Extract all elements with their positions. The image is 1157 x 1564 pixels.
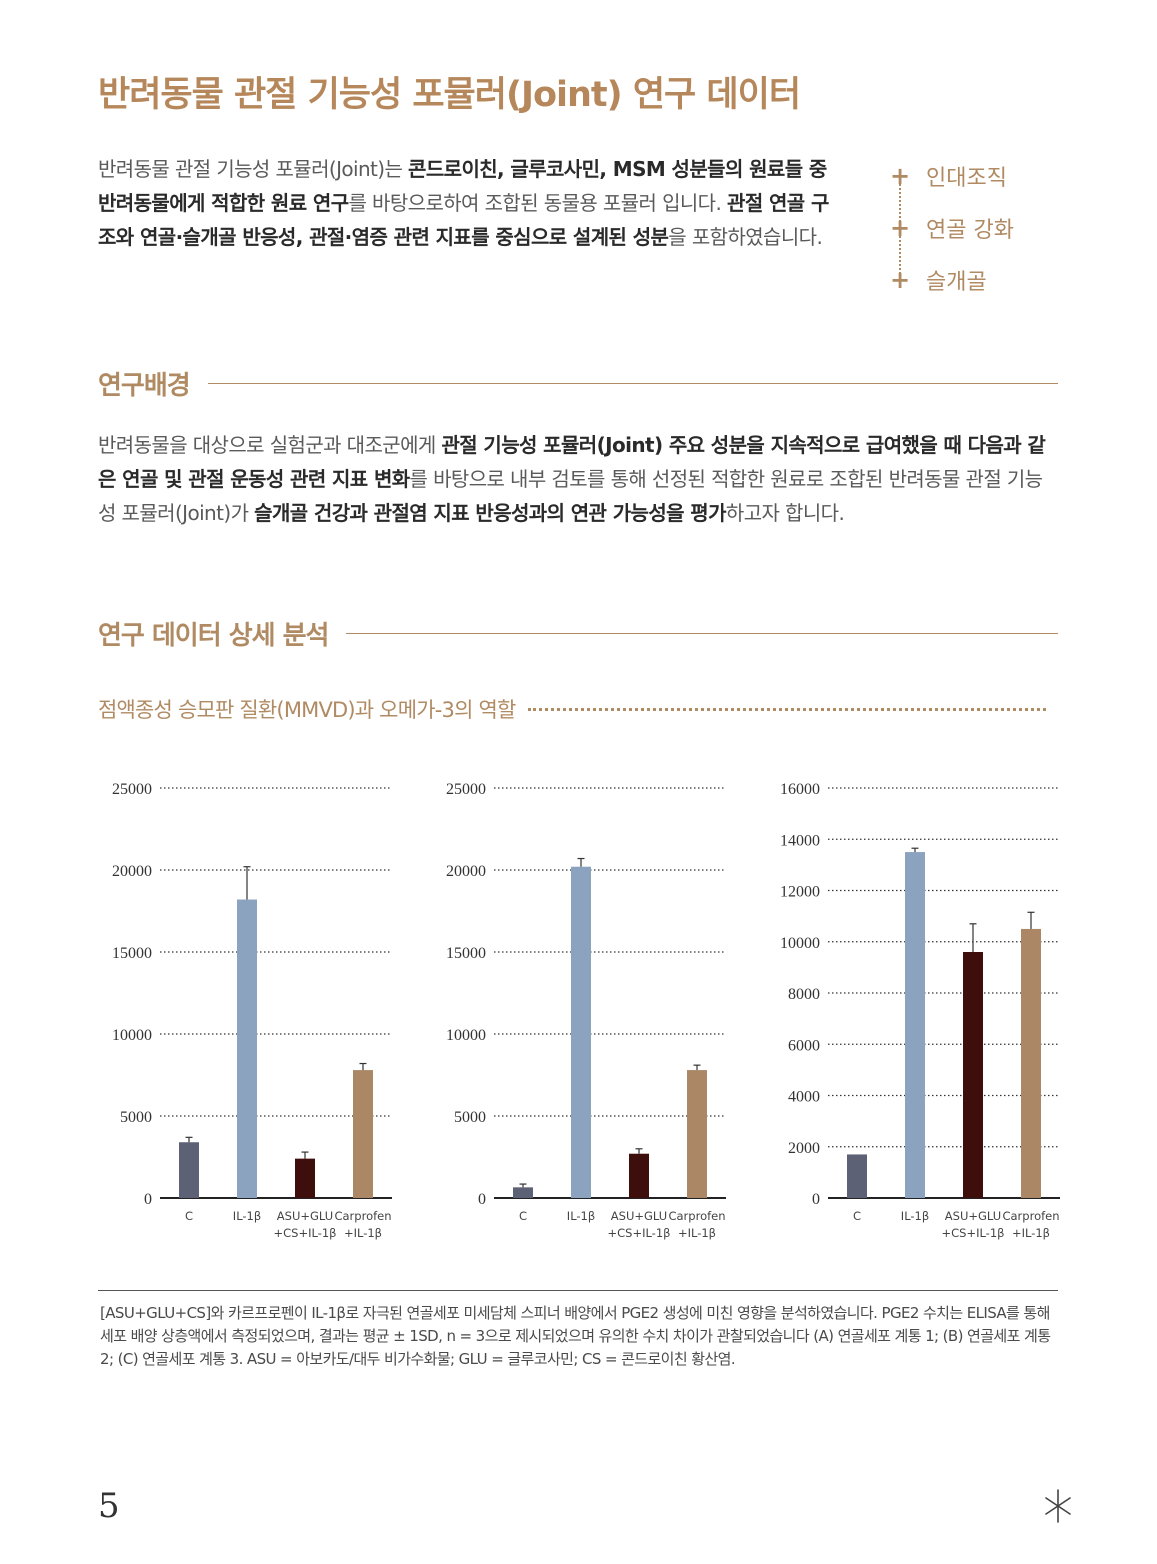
- bar: [179, 1142, 199, 1198]
- x-tick-label: +IL-1β: [1012, 1226, 1050, 1240]
- intro-text-3: 을 포함하였습니다.: [668, 225, 823, 249]
- x-tick-label: +IL-1β: [678, 1226, 716, 1240]
- bar: [1021, 928, 1041, 1198]
- background-bold-2: 슬개골 건강과 관절염 지표 반응성과의 연관 가능성을 평가: [254, 501, 726, 525]
- page-title: 반려동물 관절 기능성 포뮬러(Joint) 연구 데이터: [98, 75, 801, 115]
- feature-tag: + 인대조직: [888, 150, 1088, 202]
- intro-bold-2: 관절 연골 구조와 연골·슬개골 반응성, 관절·염증 관련 지표를 중심으로 …: [98, 191, 829, 249]
- section-divider: [207, 382, 1058, 384]
- x-tick-label: IL-1β: [567, 1209, 595, 1223]
- y-tick-label: 5000: [454, 1109, 486, 1126]
- bar: [571, 866, 591, 1198]
- y-tick-label: 16000: [780, 781, 820, 798]
- y-tick-label: 15000: [112, 945, 152, 962]
- x-tick-label: C: [853, 1209, 861, 1223]
- bar: [847, 1154, 867, 1198]
- feature-tag-label: 인대조직: [926, 166, 1007, 191]
- x-tick-label: Carprofen: [1002, 1209, 1059, 1223]
- x-tick-label: C: [185, 1209, 193, 1223]
- feature-tag: + 슬개골: [888, 254, 1088, 306]
- bar: [513, 1187, 533, 1198]
- figure-caption: [ASU+GLU+CS]와 카르프로펜이 IL-1β로 자극된 연골세포 미세담…: [100, 1304, 1051, 1368]
- x-tick-label: C: [519, 1209, 527, 1223]
- background-bold-1: 관절 기능성 포뮬러(Joint) 주요 성분을 지속적으로 급여했을 때 다음…: [98, 433, 1046, 491]
- y-tick-label: 14000: [780, 832, 820, 849]
- feature-tag-label: 연골 강화: [926, 218, 1014, 243]
- y-tick-label: 20000: [446, 863, 486, 880]
- bar: [629, 1153, 649, 1198]
- y-tick-label: 15000: [446, 945, 486, 962]
- x-tick-label: +CS+IL-1β: [607, 1226, 670, 1240]
- analysis-heading: 연구 데이터 상세 분석: [98, 620, 329, 651]
- x-tick-label: ASU+GLU: [277, 1209, 333, 1223]
- background-text-2: 를 바탕으로 내부 검토를 통해 선정된 적합한 원료로 조합된 반려동물 관절…: [98, 467, 1043, 525]
- background-text-3: 하고자 합니다.: [725, 501, 845, 525]
- background-section-header: 연구배경: [98, 363, 1058, 403]
- y-tick-label: 0: [478, 1191, 486, 1208]
- y-tick-label: 10000: [780, 935, 820, 952]
- chart-b: 0 5000 10000 15000 20000 25000 C IL-1β ASU+GLU +C…: [430, 768, 750, 1258]
- analysis-subheading-row: 점액종성 승모판 질환(MMVD)과 오메가-3의 역할: [98, 694, 1046, 724]
- footnote-divider: [98, 1290, 1058, 1291]
- y-tick-label: 20000: [112, 863, 152, 880]
- feature-tag-list: + 인대조직 + 연골 강화 + 슬개골: [888, 150, 1088, 306]
- intro-bold-1: 콘드로이친, 글루코사민, MSM 성분들의 원료들 중 반려동물에게 적합한 …: [98, 157, 827, 215]
- bar: [905, 852, 925, 1198]
- intro-text-2: 를 바탕으로하여 조합된 동물용 포뮬러 입니다.: [348, 191, 728, 215]
- dotted-leader: [527, 707, 1046, 711]
- chart-c: 0 2000 4000 6000 8000 10000 12000 14000 16000 C IL…: [764, 768, 1084, 1258]
- background-text-1: 반려동물을 대상으로 실험군과 대조군에게: [98, 433, 442, 457]
- y-tick-label: 6000: [788, 1037, 820, 1054]
- y-tick-label: 25000: [446, 781, 486, 798]
- y-tick-label: 2000: [788, 1140, 820, 1157]
- section-divider: [346, 632, 1058, 634]
- bar-chart: 0 2000 4000 6000 8000 10000 12000 14000 16000 C IL…: [780, 781, 1060, 1240]
- y-tick-label: 10000: [112, 1027, 152, 1044]
- y-tick-label: 4000: [788, 1089, 820, 1106]
- bar: [687, 1070, 707, 1198]
- bar: [237, 899, 257, 1198]
- background-heading: 연구배경: [98, 370, 191, 401]
- y-tick-label: 8000: [788, 986, 820, 1003]
- x-tick-label: Carprofen: [668, 1209, 725, 1223]
- chart-a: 0 5000 10000 15000 20000 25000 C IL-1β ASU+GLU +C…: [96, 768, 416, 1258]
- y-tick-label: 5000: [120, 1109, 152, 1126]
- plus-icon: +: [889, 162, 911, 190]
- y-tick-label: 0: [144, 1191, 152, 1208]
- intro-text-1: 반려동물 관절 기능성 포뮬러(Joint)는: [98, 157, 409, 181]
- x-tick-label: ASU+GLU: [945, 1209, 1001, 1223]
- tag-connector-line: [899, 180, 901, 286]
- bar-chart: 0 5000 10000 15000 20000 25000 C IL-1β ASU+GLU +C…: [112, 781, 392, 1240]
- analysis-section-header: 연구 데이터 상세 분석: [98, 613, 1058, 653]
- y-tick-label: 25000: [112, 781, 152, 798]
- y-tick-label: 10000: [446, 1027, 486, 1044]
- x-tick-label: +CS+IL-1β: [941, 1226, 1004, 1240]
- page-number: 5: [98, 1486, 120, 1526]
- feature-tag: + 연골 강화: [888, 202, 1088, 254]
- intro-paragraph: 반려동물 관절 기능성 포뮬러(Joint)는 콘드로이친, 글루코사민, MS…: [98, 152, 838, 254]
- bar: [963, 952, 983, 1198]
- bar: [295, 1158, 315, 1198]
- analysis-subheading: 점액종성 승모판 질환(MMVD)과 오메가-3의 역할: [98, 698, 516, 722]
- feature-tag-label: 슬개골: [926, 270, 987, 295]
- bar: [353, 1070, 373, 1198]
- x-tick-label: +IL-1β: [344, 1226, 382, 1240]
- x-tick-label: Carprofen: [334, 1209, 391, 1223]
- x-tick-label: IL-1β: [233, 1209, 261, 1223]
- x-tick-label: ASU+GLU: [611, 1209, 667, 1223]
- y-tick-label: 12000: [780, 884, 820, 901]
- background-paragraph: 반려동물을 대상으로 실험군과 대조군에게 관절 기능성 포뮬러(Joint) …: [98, 428, 1058, 530]
- bar-chart: 0 5000 10000 15000 20000 25000 C IL-1β ASU+GLU +C…: [446, 781, 726, 1240]
- x-tick-label: IL-1β: [901, 1209, 929, 1223]
- y-tick-label: 0: [812, 1191, 820, 1208]
- star-icon: [1045, 1489, 1071, 1523]
- x-tick-label: +CS+IL-1β: [273, 1226, 336, 1240]
